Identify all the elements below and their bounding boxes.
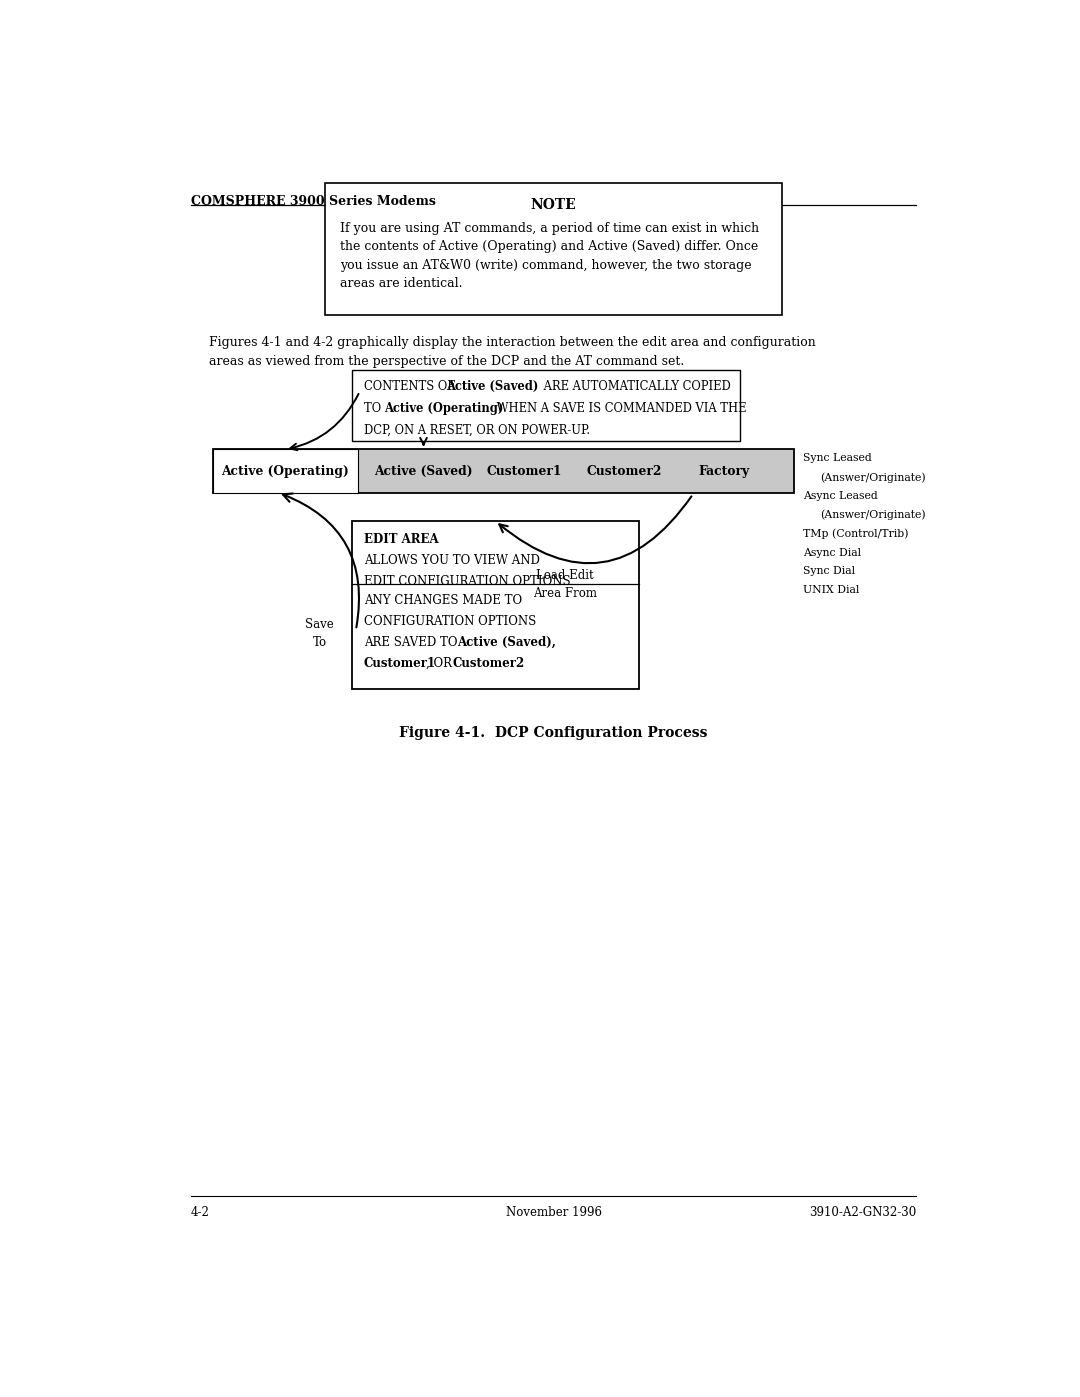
Text: 4-2: 4-2 — [191, 1207, 210, 1220]
Text: ARE AUTOMATICALLY COPIED: ARE AUTOMATICALLY COPIED — [540, 380, 731, 393]
Text: ARE SAVED TO: ARE SAVED TO — [364, 636, 461, 648]
Text: CONTENTS OF: CONTENTS OF — [364, 380, 459, 393]
FancyBboxPatch shape — [213, 450, 359, 493]
Text: Active (Saved),: Active (Saved), — [457, 636, 555, 648]
Text: TMp (Control/Trib): TMp (Control/Trib) — [804, 529, 908, 539]
Text: Sync Dial: Sync Dial — [804, 567, 855, 577]
Text: Save
To: Save To — [305, 617, 334, 650]
Text: (Answer/Originate): (Answer/Originate) — [820, 510, 926, 521]
Text: Active (Saved): Active (Saved) — [446, 380, 538, 393]
Text: Customer1: Customer1 — [364, 657, 435, 669]
Text: Active (Operating): Active (Operating) — [383, 402, 503, 415]
FancyBboxPatch shape — [352, 370, 740, 441]
Text: Load Edit
Area From: Load Edit Area From — [534, 570, 597, 601]
Text: EDIT AREA: EDIT AREA — [364, 534, 438, 546]
FancyBboxPatch shape — [352, 521, 638, 689]
Text: Sync Leased: Sync Leased — [804, 453, 872, 464]
Text: Figure 4-1.  DCP Configuration Process: Figure 4-1. DCP Configuration Process — [400, 726, 707, 740]
Text: Figures 4-1 and 4-2 graphically display the interaction between the edit area an: Figures 4-1 and 4-2 graphically display … — [208, 337, 815, 367]
FancyBboxPatch shape — [213, 450, 794, 493]
Text: If you are using AT commands, a period of time can exist in which
the contents o: If you are using AT commands, a period o… — [340, 222, 759, 291]
Text: , OR: , OR — [426, 657, 456, 669]
Text: ANY CHANGES MADE TO: ANY CHANGES MADE TO — [364, 594, 522, 608]
Text: TO: TO — [364, 402, 384, 415]
FancyArrowPatch shape — [283, 493, 359, 627]
Text: Factory: Factory — [699, 465, 750, 478]
Text: Active (Saved): Active (Saved) — [375, 465, 473, 478]
Text: UNIX Dial: UNIX Dial — [804, 585, 860, 595]
Text: Customer2: Customer2 — [586, 465, 662, 478]
Text: Async Dial: Async Dial — [804, 548, 861, 557]
Text: 3910-A2-GN32-30: 3910-A2-GN32-30 — [809, 1207, 916, 1220]
Text: (Answer/Originate): (Answer/Originate) — [820, 472, 926, 483]
Text: NOTE: NOTE — [530, 198, 577, 212]
Text: COMSPHERE 3900 Series Modems: COMSPHERE 3900 Series Modems — [191, 194, 435, 208]
Text: Async Leased: Async Leased — [804, 490, 878, 502]
Text: Customer2: Customer2 — [453, 657, 525, 669]
Text: DCP, ON A RESET, OR ON POWER-UP.: DCP, ON A RESET, OR ON POWER-UP. — [364, 423, 590, 436]
Text: WHEN A SAVE IS COMMANDED VIA THE: WHEN A SAVE IS COMMANDED VIA THE — [494, 402, 746, 415]
Text: November 1996: November 1996 — [505, 1207, 602, 1220]
Text: ALLOWS YOU TO VIEW AND: ALLOWS YOU TO VIEW AND — [364, 555, 540, 567]
FancyBboxPatch shape — [325, 183, 782, 316]
Text: Active (Operating): Active (Operating) — [221, 465, 349, 478]
Text: CONFIGURATION OPTIONS: CONFIGURATION OPTIONS — [364, 615, 536, 629]
FancyArrowPatch shape — [499, 496, 691, 563]
Text: EDIT CONFIGURATION OPTIONS: EDIT CONFIGURATION OPTIONS — [364, 576, 570, 588]
Text: Customer1: Customer1 — [486, 465, 562, 478]
